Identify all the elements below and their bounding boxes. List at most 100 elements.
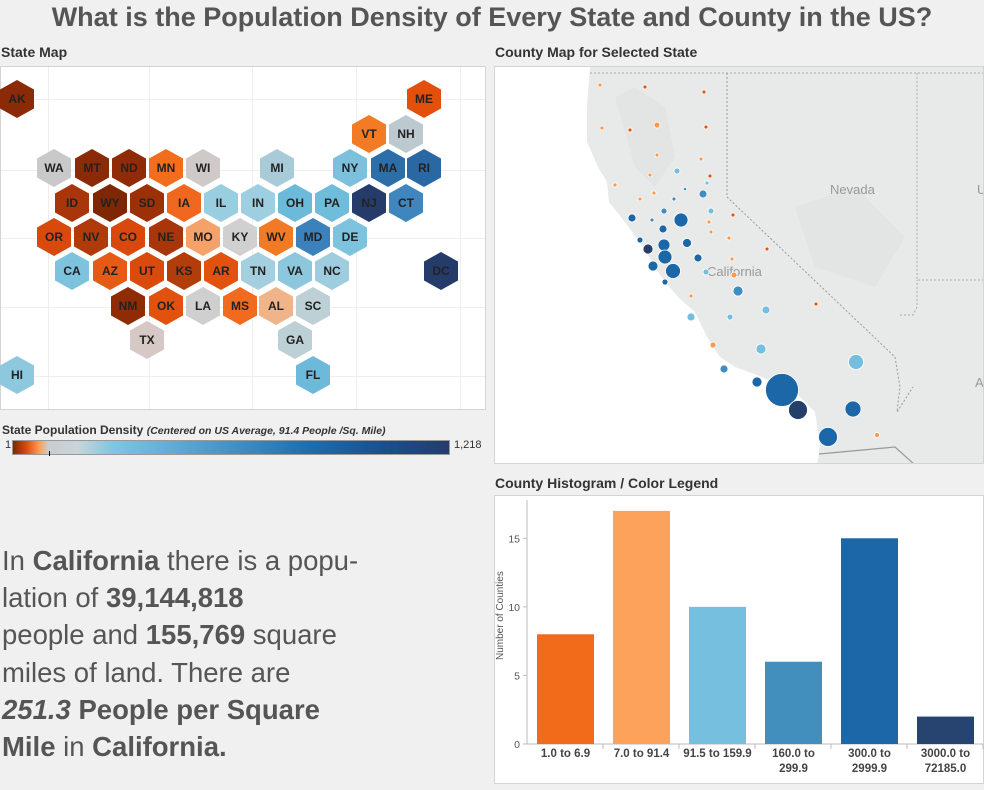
state-hex-mn[interactable]: MN bbox=[149, 149, 183, 187]
county-mark[interactable] bbox=[636, 236, 644, 244]
state-hex-ny[interactable]: NY bbox=[333, 149, 367, 187]
histogram-bar[interactable] bbox=[689, 606, 746, 744]
county-mark[interactable] bbox=[726, 313, 734, 321]
state-hex-or[interactable]: OR bbox=[37, 218, 71, 256]
state-hex-sc[interactable]: SC bbox=[296, 287, 330, 325]
state-hex-oh[interactable]: OH bbox=[278, 184, 312, 222]
histogram-bar[interactable] bbox=[917, 716, 974, 744]
state-hex-ia[interactable]: IA bbox=[167, 184, 201, 222]
county-mark[interactable] bbox=[706, 219, 712, 225]
county-mark[interactable] bbox=[657, 249, 673, 265]
state-hex-ar[interactable]: AR bbox=[204, 252, 238, 290]
state-hex-va[interactable]: VA bbox=[278, 252, 312, 290]
county-mark[interactable] bbox=[693, 253, 703, 263]
state-hex-mt[interactable]: MT bbox=[75, 149, 109, 187]
state-hex-wi[interactable]: WI bbox=[186, 149, 220, 187]
county-mark[interactable] bbox=[651, 190, 657, 196]
state-hex-ct[interactable]: CT bbox=[389, 184, 423, 222]
county-mark[interactable] bbox=[673, 212, 689, 228]
county-mark[interactable] bbox=[726, 235, 732, 241]
county-mark[interactable] bbox=[682, 186, 688, 192]
state-hex-ne[interactable]: NE bbox=[149, 218, 183, 256]
county-mark[interactable] bbox=[653, 121, 661, 129]
state-hex-ga[interactable]: GA bbox=[278, 321, 312, 359]
county-mark[interactable] bbox=[698, 189, 708, 199]
county-mark[interactable] bbox=[730, 271, 738, 279]
state-hex-ak[interactable]: AK bbox=[0, 80, 34, 118]
county-mark[interactable] bbox=[671, 196, 677, 202]
state-hex-mo[interactable]: MO bbox=[186, 218, 220, 256]
county-mark[interactable] bbox=[707, 207, 715, 215]
county-mark[interactable] bbox=[637, 196, 643, 202]
county-mark[interactable] bbox=[788, 400, 808, 420]
county-mark[interactable] bbox=[707, 173, 713, 179]
county-mark[interactable] bbox=[660, 207, 668, 215]
state-hex-nj[interactable]: NJ bbox=[352, 184, 386, 222]
histogram-bar[interactable] bbox=[613, 510, 670, 744]
county-mark[interactable] bbox=[818, 427, 838, 447]
state-hex-nc[interactable]: NC bbox=[315, 252, 349, 290]
state-hex-nh[interactable]: NH bbox=[389, 115, 423, 153]
state-hex-ca[interactable]: CA bbox=[55, 252, 89, 290]
state-hex-sd[interactable]: SD bbox=[130, 184, 164, 222]
county-mark[interactable] bbox=[764, 246, 770, 252]
state-hex-nv[interactable]: NV bbox=[74, 218, 108, 256]
county-mark[interactable] bbox=[647, 260, 659, 272]
state-hex-me[interactable]: ME bbox=[407, 80, 441, 118]
county-mark[interactable] bbox=[654, 152, 660, 158]
county-mark[interactable] bbox=[703, 124, 709, 130]
county-mark[interactable] bbox=[751, 376, 763, 388]
state-hex-nm[interactable]: NM bbox=[111, 287, 145, 325]
state-hex-mi[interactable]: MI bbox=[260, 149, 294, 187]
county-mark[interactable] bbox=[702, 268, 710, 276]
state-hex-ri[interactable]: RI bbox=[407, 149, 441, 187]
county-mark[interactable] bbox=[627, 127, 633, 133]
state-hex-wv[interactable]: WV bbox=[259, 218, 293, 256]
county-mark[interactable] bbox=[701, 89, 707, 95]
state-hex-ut[interactable]: UT bbox=[130, 252, 164, 290]
county-mark[interactable] bbox=[688, 293, 694, 299]
histogram-bar[interactable] bbox=[841, 538, 898, 744]
county-mark[interactable] bbox=[765, 373, 799, 407]
county-mark[interactable] bbox=[612, 182, 618, 188]
state-hex-az[interactable]: AZ bbox=[93, 252, 127, 290]
county-mark[interactable] bbox=[686, 312, 696, 322]
county-mark[interactable] bbox=[813, 301, 819, 307]
state-hex-il[interactable]: IL bbox=[204, 184, 238, 222]
state-hex-fl[interactable]: FL bbox=[296, 356, 330, 394]
county-map[interactable]: Nevada California U A bbox=[494, 66, 984, 464]
state-hex-md[interactable]: MD bbox=[296, 218, 330, 256]
state-hex-wa[interactable]: WA bbox=[37, 149, 71, 187]
histogram-bar[interactable] bbox=[537, 634, 594, 744]
county-mark[interactable] bbox=[874, 432, 880, 438]
county-mark[interactable] bbox=[627, 213, 637, 223]
county-mark[interactable] bbox=[673, 167, 681, 175]
state-hex-id[interactable]: ID bbox=[55, 184, 89, 222]
county-mark[interactable] bbox=[642, 243, 654, 255]
state-hex-ma[interactable]: MA bbox=[371, 149, 405, 187]
state-hex-ks[interactable]: KS bbox=[167, 252, 201, 290]
county-mark[interactable] bbox=[597, 82, 603, 88]
county-mark[interactable] bbox=[642, 84, 648, 90]
county-mark[interactable] bbox=[729, 256, 735, 262]
state-hex-tx[interactable]: TX bbox=[130, 321, 164, 359]
state-hex-tn[interactable]: TN bbox=[241, 252, 275, 290]
state-hex-pa[interactable]: PA bbox=[315, 184, 349, 222]
county-mark[interactable] bbox=[761, 305, 771, 315]
county-mark[interactable] bbox=[730, 212, 736, 218]
histogram-bar[interactable] bbox=[765, 661, 822, 744]
county-mark[interactable] bbox=[698, 156, 704, 162]
county-mark[interactable] bbox=[647, 172, 653, 178]
county-mark[interactable] bbox=[719, 364, 729, 374]
county-mark[interactable] bbox=[704, 180, 710, 186]
county-mark[interactable] bbox=[708, 229, 714, 235]
county-mark[interactable] bbox=[649, 217, 655, 223]
county-mark[interactable] bbox=[658, 224, 668, 234]
state-hex-wy[interactable]: WY bbox=[93, 184, 127, 222]
state-hex-al[interactable]: AL bbox=[259, 287, 293, 325]
state-hex-hi[interactable]: HI bbox=[0, 356, 34, 394]
state-hex-ok[interactable]: OK bbox=[149, 287, 183, 325]
county-mark[interactable] bbox=[844, 400, 862, 418]
county-mark[interactable] bbox=[848, 354, 864, 370]
county-mark[interactable] bbox=[599, 125, 605, 131]
